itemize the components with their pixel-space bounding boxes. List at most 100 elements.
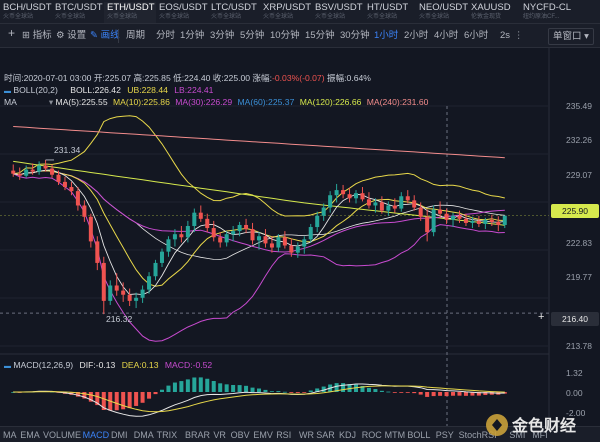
- tab-bsv-usdt[interactable]: BSV/USDT 火币全球站: [312, 2, 364, 23]
- indicator-mtm[interactable]: MTM: [384, 430, 406, 440]
- indicator-smi[interactable]: SMI: [509, 430, 526, 440]
- tab-ht-usdt[interactable]: HT/USDT 火币全球站: [364, 2, 416, 23]
- macd-tick: 1.32: [566, 368, 583, 378]
- more-intervals[interactable]: 2s: [500, 30, 511, 41]
- indicator-dmi[interactable]: DMI: [111, 430, 128, 440]
- crosshair-icon[interactable]: +: [8, 26, 16, 40]
- macd-bar: [386, 391, 391, 393]
- interval-3m[interactable]: 3分钟: [210, 30, 235, 41]
- indicator-ema[interactable]: EMA: [20, 430, 40, 440]
- indicator-emv[interactable]: EMV: [253, 430, 273, 440]
- settings-button[interactable]: ⚙ 设置: [56, 29, 86, 42]
- indicator-ma[interactable]: MA: [3, 430, 17, 440]
- macd-bar: [425, 392, 430, 397]
- tab-exchange: 火币全球站: [211, 14, 242, 20]
- interval-1m[interactable]: 1分钟: [180, 30, 205, 41]
- candle-body: [386, 205, 391, 211]
- indicator-stochrsi[interactable]: StochRSI: [458, 430, 497, 440]
- candle-body: [412, 200, 417, 208]
- candle-body: [198, 212, 203, 219]
- candle-body: [289, 245, 294, 253]
- interval-4h[interactable]: 4小时: [434, 30, 459, 41]
- tab-xauusd[interactable]: XAUUSD 伦敦金现货: [468, 2, 520, 23]
- candle-body: [82, 205, 87, 217]
- candle-body: [56, 174, 61, 182]
- boll-lower-line: [12, 173, 505, 342]
- indicator-dma[interactable]: DMA: [133, 430, 154, 440]
- ma10-value: MA(10):225.86: [113, 97, 170, 107]
- interval-6h[interactable]: 6小时: [464, 30, 489, 41]
- indicator-brar[interactable]: BRAR: [185, 430, 211, 440]
- price-tick: 219.77: [566, 272, 592, 282]
- candle-body: [373, 202, 378, 206]
- ma240-line: [13, 126, 505, 159]
- macd-toggle-icon[interactable]: ▬: [4, 363, 11, 370]
- tab-nycfd-cl[interactable]: NYCFD-CL 纽约原油CF...: [520, 2, 600, 23]
- indicator-boll[interactable]: BOLL: [407, 430, 431, 440]
- chart-area[interactable]: 时间:2020-07-01 03:00 开:225.07 高:225.85 低:…: [0, 48, 600, 442]
- candle-body: [172, 234, 177, 240]
- boll-upper-line: [13, 115, 505, 217]
- indicator-macd[interactable]: MACD: [82, 430, 110, 440]
- indicator-psy[interactable]: PSY: [435, 430, 454, 440]
- indicator-kdj[interactable]: KDJ: [339, 430, 357, 440]
- interval-2h[interactable]: 2小时: [404, 30, 429, 41]
- chart-toolbar: + ⊞ 指标 ⚙ 设置 ✎ 画线 周期 分时 1分钟 3分钟 5分钟 10分钟 …: [0, 24, 600, 48]
- candle-body: [463, 218, 468, 223]
- indicator-icon: ⊞: [22, 30, 30, 41]
- tab-eth-usdt[interactable]: ETH/USDT 火币全球站: [104, 2, 156, 23]
- indicator-sar[interactable]: SAR: [316, 430, 335, 440]
- indicator-roc[interactable]: ROC: [361, 430, 382, 440]
- indicator-rsi[interactable]: RSI: [276, 430, 292, 440]
- macd-bar: [256, 388, 262, 392]
- tab-exchange: 伦敦金现货: [471, 14, 502, 20]
- boll-toggle-icon[interactable]: ▬: [4, 88, 11, 95]
- candle-body: [392, 205, 397, 209]
- macd-tick: 0.00: [566, 388, 583, 398]
- candle-body: [347, 194, 352, 199]
- tab-xrp-usdt[interactable]: XRP/USDT 火币全球站: [260, 2, 312, 23]
- candle-body: [224, 234, 229, 243]
- indicator-trix[interactable]: TRIX: [156, 430, 178, 440]
- indicator-vr[interactable]: VR: [213, 430, 226, 440]
- interval-30m[interactable]: 30分钟: [340, 30, 370, 41]
- chart-canvas[interactable]: [0, 48, 600, 442]
- macd-bar: [347, 384, 352, 392]
- interval-timeshare[interactable]: 分时: [156, 30, 176, 41]
- add-alert-icon[interactable]: +: [538, 311, 545, 323]
- tab-exchange: 火币全球站: [263, 14, 294, 20]
- dropdown-icon[interactable]: ⋮: [514, 30, 524, 41]
- tab-symbol: NEO/USDT: [419, 2, 469, 13]
- tab-ltc-usdt[interactable]: LTC/USDT 火币全球站: [208, 2, 260, 23]
- interval-5m[interactable]: 5分钟: [240, 30, 265, 41]
- price-tick: 222.83: [566, 238, 592, 248]
- indicator-button[interactable]: ⊞ 指标: [22, 29, 52, 42]
- watermark-logo: 金色财经: [486, 414, 576, 436]
- watermark-text: 金色财经: [511, 416, 576, 435]
- tab-bch-usdt[interactable]: BCH/USDT 火币全球站: [0, 2, 52, 23]
- indicator-wr[interactable]: WR: [299, 430, 314, 440]
- indicator-volume[interactable]: VOLUME: [43, 430, 82, 440]
- candle-body: [205, 218, 210, 229]
- interval-15m[interactable]: 15分钟: [305, 30, 335, 41]
- macd-bar: [379, 390, 384, 392]
- macd-bar: [159, 389, 164, 392]
- tab-neo-usdt[interactable]: NEO/USDT 火币全球站: [416, 2, 468, 23]
- ma-settings-icon[interactable]: ▾: [48, 97, 54, 107]
- draw-button[interactable]: ✎ 画线: [90, 29, 120, 42]
- ma120-value: MA(120):226.66: [299, 97, 362, 107]
- ma-readout: MA ▾ MA(5):225.55 MA(10):225.86 MA(30):2…: [4, 97, 428, 108]
- tab-eos-usdt[interactable]: EOS/USDT 火币全球站: [156, 2, 208, 23]
- crosshair-price-label: 216.40: [551, 312, 599, 326]
- candle-body: [302, 239, 307, 247]
- indicator-obv[interactable]: OBV: [230, 430, 250, 440]
- candle-body: [127, 294, 132, 301]
- macd-bar: [198, 377, 203, 392]
- pencil-icon: ✎: [90, 30, 98, 41]
- tab-btc-usdt[interactable]: BTC/USDT 火币全球站: [52, 2, 104, 23]
- window-mode-select[interactable]: 单窗口 ▾: [548, 28, 594, 45]
- interval-1h[interactable]: 1小时: [374, 30, 399, 41]
- macd-bar: [289, 392, 294, 393]
- interval-10m[interactable]: 10分钟: [270, 30, 300, 41]
- indicator-mfi[interactable]: MFI: [532, 430, 548, 440]
